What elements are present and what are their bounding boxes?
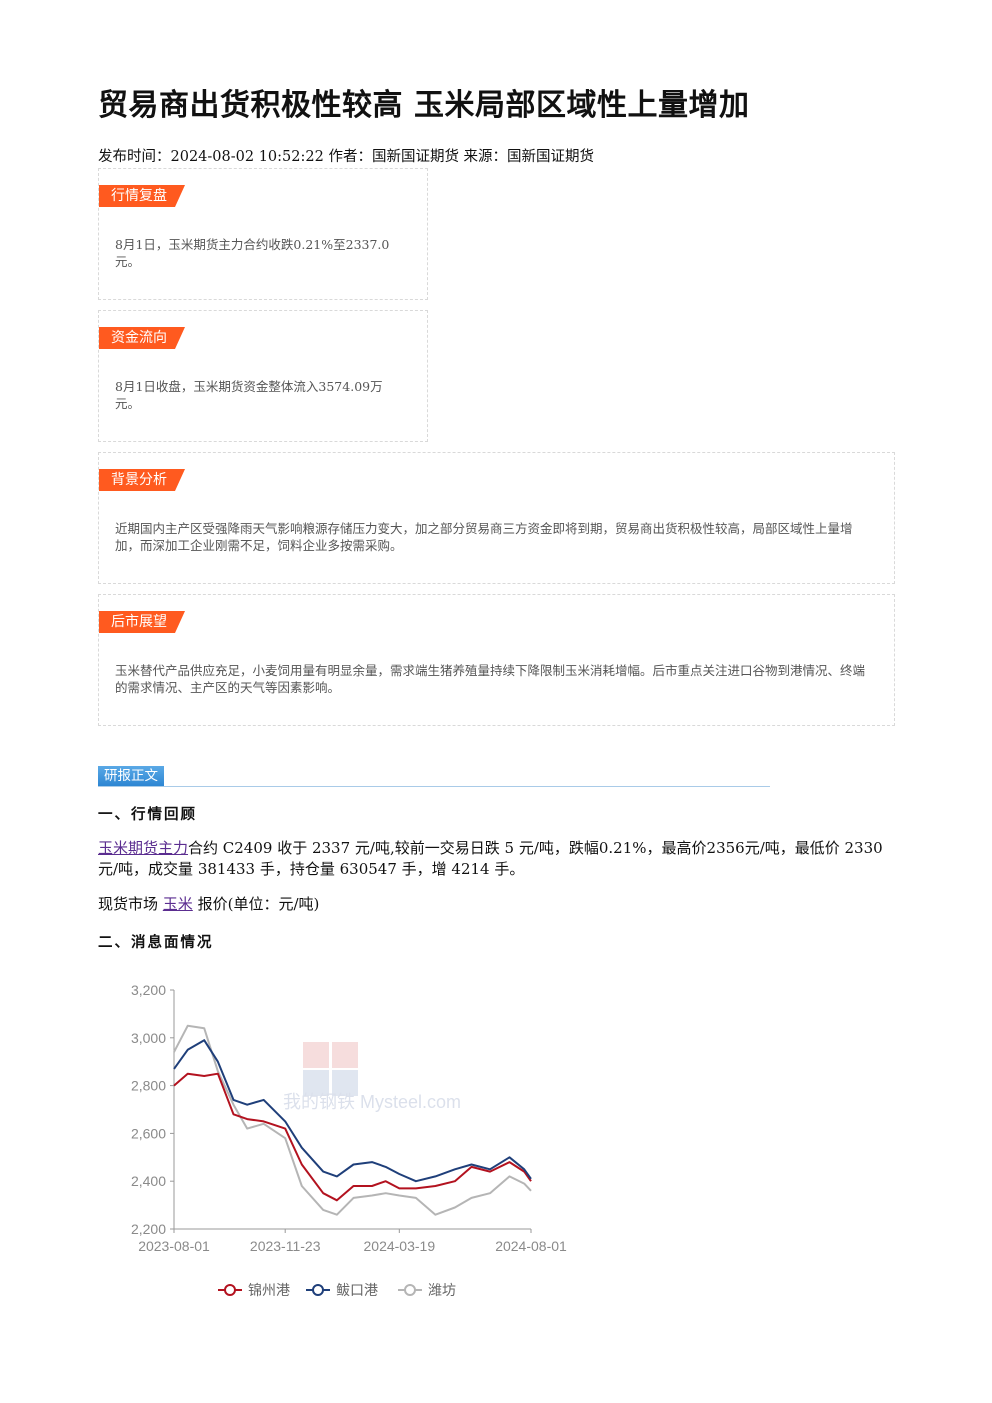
watermark-text: 我的钢铁 Mysteel.com (283, 1092, 461, 1112)
report-header: 研报正文 (98, 766, 770, 787)
y-tick-label: 2,600 (131, 1125, 166, 1141)
y-tick-label: 2,200 (131, 1221, 166, 1237)
legend-marker (312, 1284, 324, 1296)
x-tick-label: 2023-08-01 (138, 1238, 210, 1254)
price-chart: 我的钢铁 Mysteel.com 3,200 3,000 2,800 2,600 2,4… (131, 982, 567, 1299)
corn-futures-link[interactable]: 玉米期货主力 (98, 839, 189, 857)
x-tick-label: 2023-11-23 (250, 1238, 321, 1254)
spot-prefix: 现货市场 (98, 895, 159, 913)
corn-link[interactable]: 玉米 (162, 895, 193, 913)
legend-marker (224, 1284, 236, 1296)
legend-label: 潍坊 (428, 1283, 456, 1299)
page-title: 贸易商出货积极性较高 玉米局部区域性上量增加 (98, 88, 750, 123)
report-tag: 研报正文 (98, 766, 164, 786)
section-tag: 后市展望 (99, 611, 185, 633)
legend-item[interactable]: 潍坊 (398, 1283, 456, 1299)
y-tick-label: 3,200 (131, 982, 166, 998)
legend-label: 锦州港 (248, 1282, 290, 1299)
section-market-review: 行情复盘 8月1日，玉米期货主力合约收跌0.21%至2337.0元。 (98, 168, 428, 300)
y-tick-label: 2,400 (131, 1173, 166, 1189)
legend-item[interactable]: 锦州港 (218, 1282, 290, 1299)
spot-paragraph: 现货市场 玉米 报价(单位：元/吨) (98, 894, 888, 915)
section-capital-flow: 资金流向 8月1日收盘，玉米期货资金整体流入3574.09万元。 (98, 310, 428, 442)
section-tag: 行情复盘 (99, 185, 185, 207)
spot-suffix: 报价(单位：元/吨) (197, 895, 320, 913)
review-paragraph: 玉米期货主力合约 C2409 收于 2337 元/吨,较前一交易日跌 5 元/吨… (98, 838, 888, 880)
section-tag: 背景分析 (99, 469, 185, 491)
y-tick-label: 2,800 (131, 1078, 166, 1094)
section-outlook: 后市展望 玉米替代产品供应充足，小麦饲用量有明显余量，需求端生猪养殖量持续下降限… (98, 594, 895, 726)
review-text: 合约 C2409 收于 2337 元/吨,较前一交易日跌 5 元/吨，跌幅0.2… (98, 839, 883, 878)
x-tick-label: 2024-03-19 (364, 1238, 436, 1254)
y-tick-label: 3,000 (131, 1030, 166, 1046)
section-tag: 资金流向 (99, 327, 185, 349)
section-text: 8月1日收盘，玉米期货资金整体流入3574.09万元。 (115, 379, 383, 411)
section-text: 近期国内主产区受强降雨天气影响粮源存储压力变大，加之部分贸易商三方资金即将到期，… (115, 521, 853, 553)
legend-item[interactable]: 鲅口港 (306, 1283, 378, 1299)
publish-meta: 发布时间：2024-08-02 10:52:22 作者：国新国证期货 来源：国新… (98, 149, 595, 165)
legend-marker (404, 1284, 416, 1296)
section-text: 8月1日，玉米期货主力合约收跌0.21%至2337.0元。 (115, 237, 390, 269)
x-tick-label: 2024-08-01 (495, 1238, 567, 1254)
mysteel-watermark: 我的钢铁 Mysteel.com (283, 1042, 461, 1112)
heading-review: 一、行情回顾 (98, 806, 197, 823)
section-text: 玉米替代产品供应充足，小麦饲用量有明显余量，需求端生猪养殖量持续下降限制玉米消耗… (115, 663, 866, 695)
series-line-3 (173, 1024, 532, 1216)
section-background: 背景分析 近期国内主产区受强降雨天气影响粮源存储压力变大，加之部分贸易商三方资金… (98, 452, 895, 584)
series-line-1 (173, 1072, 532, 1202)
legend-label: 鲅口港 (336, 1283, 378, 1299)
series-line-2 (173, 1039, 532, 1183)
heading-news: 二、消息面情况 (98, 934, 214, 951)
